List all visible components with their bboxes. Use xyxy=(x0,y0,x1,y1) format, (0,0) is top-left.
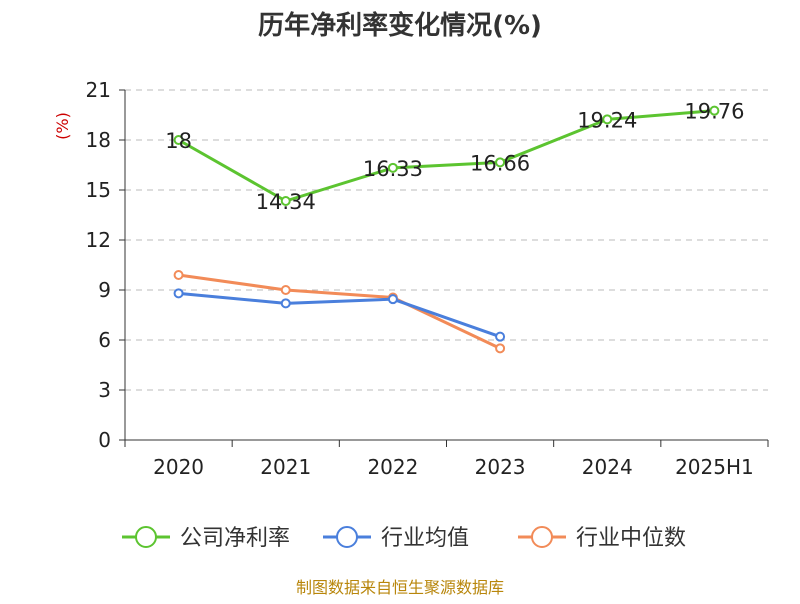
data-point[interactable] xyxy=(173,135,184,145)
x-tick-label: 2024 xyxy=(582,455,633,479)
grid-layer xyxy=(125,89,768,391)
y-tick-label: 6 xyxy=(98,328,111,352)
data-point[interactable] xyxy=(173,288,184,299)
y-tick-label: 12 xyxy=(86,228,111,252)
data-label: 19.24 xyxy=(577,108,637,132)
data-point[interactable] xyxy=(602,114,613,125)
x-tick-label: 2022 xyxy=(367,455,418,479)
data-point[interactable] xyxy=(387,294,398,305)
legend-label: 行业中位数 xyxy=(576,526,686,551)
data-label: 16.66 xyxy=(470,151,530,175)
data-label: 18 xyxy=(165,129,192,153)
y-tick-label: 0 xyxy=(98,428,111,452)
y-tick-label: 3 xyxy=(98,378,111,402)
y-tick-label: 9 xyxy=(98,278,111,302)
legend-item[interactable]: 公司净利率 xyxy=(122,526,290,551)
x-tick-label: 2025H1 xyxy=(675,455,754,479)
y-tick-label: 21 xyxy=(86,78,111,102)
data-label: 19.76 xyxy=(684,100,744,124)
x-tick-label: 2021 xyxy=(260,455,311,479)
y-axis-unit: (%) xyxy=(53,112,72,140)
data-point[interactable] xyxy=(280,285,291,295)
source-note: 制图数据来自恒生聚源数据库 xyxy=(296,578,504,597)
x-tick-label: 2023 xyxy=(475,455,526,479)
series-line xyxy=(178,273,501,350)
data-point[interactable] xyxy=(280,196,291,206)
legend: 公司净利率 行业均值 行业中位数 xyxy=(122,526,686,551)
chart-title: 历年净利率变化情况(%) xyxy=(258,10,542,41)
legend-marker xyxy=(531,526,553,548)
legend-marker xyxy=(135,526,157,548)
data-point[interactable] xyxy=(495,157,506,168)
data-point[interactable] xyxy=(387,162,398,173)
series-layer xyxy=(173,105,720,354)
data-point[interactable] xyxy=(173,270,184,280)
series-line xyxy=(178,291,501,339)
data-point[interactable] xyxy=(280,298,291,309)
legend-label: 公司净利率 xyxy=(180,526,290,551)
data-point[interactable] xyxy=(495,343,506,354)
data-label: 14.34 xyxy=(256,190,316,214)
data-label: 16.33 xyxy=(363,157,423,181)
y-tick-label: 18 xyxy=(86,128,111,152)
data-point[interactable] xyxy=(495,331,506,342)
legend-item[interactable]: 行业中位数 xyxy=(518,526,686,551)
axis-layer: 0 3 6 9 12 15 18 21 2020 2021 2022 2023 2024 2025H1 xyxy=(86,78,769,479)
data-label-layer: 18 14.34 16.33 16.66 19.24 19.76 xyxy=(165,100,744,214)
data-point[interactable] xyxy=(709,105,720,116)
legend-marker xyxy=(336,526,358,548)
legend-item[interactable]: 行业均值 xyxy=(323,526,469,551)
y-tick-label: 15 xyxy=(86,178,111,202)
x-tick-label: 2020 xyxy=(153,455,204,479)
series-line xyxy=(177,109,715,203)
legend-label: 行业均值 xyxy=(381,526,469,551)
